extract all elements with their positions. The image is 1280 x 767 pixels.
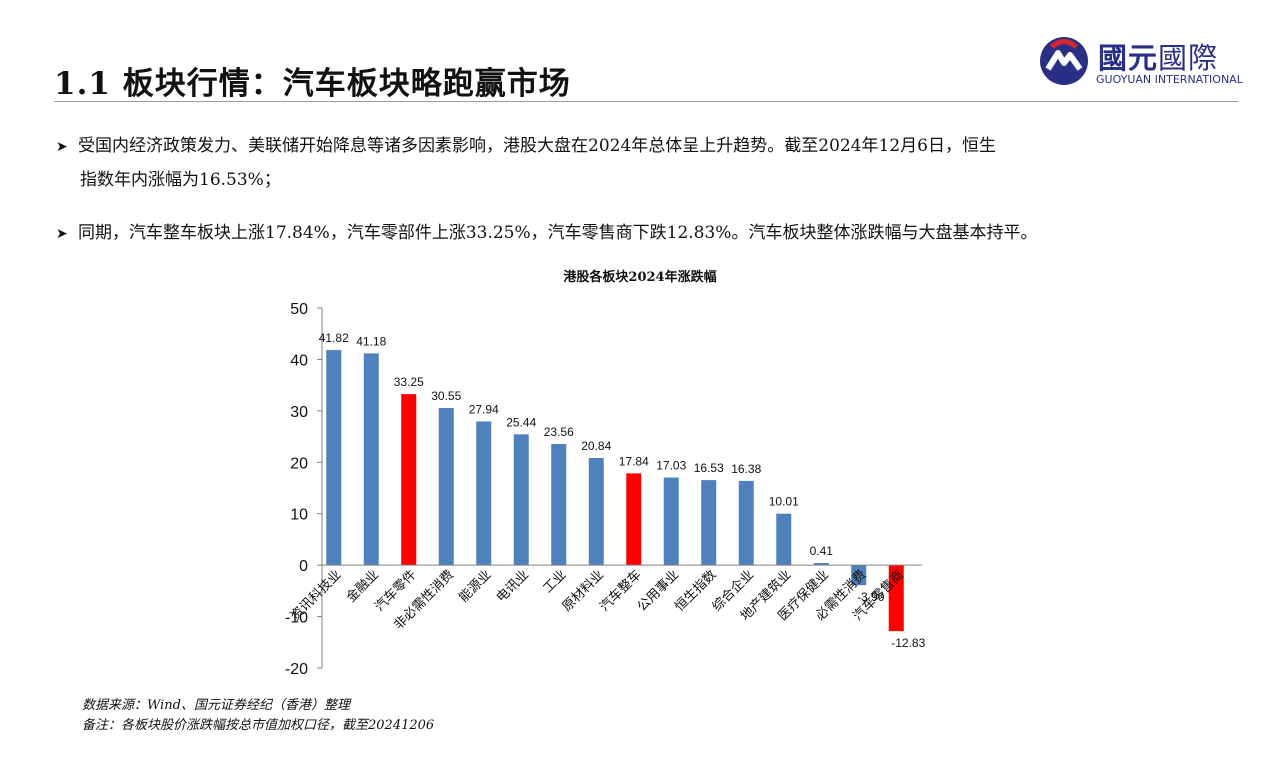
data-label: 27.94 — [469, 402, 499, 416]
data-label: 25.44 — [506, 415, 536, 429]
data-label: 33.25 — [394, 375, 424, 389]
bullet-1-line-2: 指数年内涨幅为16.53%； — [80, 170, 281, 190]
bar-公用事业 — [663, 477, 679, 566]
arrow-bullet-icon: ➤ — [56, 139, 68, 155]
bullet-point-2: ➤ 同期，汽车整车板块上涨17.84%，汽车零部件上涨33.25%，汽车零售商下跌… — [56, 217, 1256, 251]
globe-logo-icon — [1040, 37, 1088, 85]
bar-地产建筑业 — [776, 513, 792, 566]
bar-恒生指数 — [701, 480, 717, 566]
bar-资讯科技业 — [326, 350, 342, 566]
bar-综合企业 — [738, 480, 754, 566]
logo-chinese-light: 國際 — [1158, 41, 1219, 75]
bar-汽车整车 — [626, 473, 642, 566]
y-tick-label: -20 — [285, 661, 308, 678]
remark-note: 备注：各板块股价涨跌幅按总市值加权口径，截至20241206 — [82, 718, 435, 733]
bar-电讯业 — [513, 434, 529, 566]
data-label: 20.84 — [581, 439, 611, 453]
logo-chinese-bold: 國元 — [1098, 41, 1159, 75]
data-source-note: 数据来源：Wind、国元证券经纪（香港）整理 — [82, 698, 350, 713]
bar-chart: -20-100102030405041.82资讯科技业41.18金融业33.25… — [285, 301, 926, 678]
arrow-bullet-icon: ➤ — [56, 226, 68, 242]
bar-必需性消费 — [851, 565, 867, 586]
bar-金融业 — [363, 353, 379, 566]
category-label: 电讯业 — [494, 567, 532, 605]
category-label: 能源业 — [456, 567, 494, 605]
bar-工业 — [551, 443, 567, 566]
category-label: 工业 — [541, 567, 570, 596]
title-divider — [54, 101, 1238, 102]
data-label: -12.83 — [891, 636, 925, 650]
bar-非必需性消费 — [438, 408, 454, 566]
bullet-point-1: ➤ 受国内经济政策发力、美联储开始降息等诸多因素影响，港股大盘在2024年总体呈上… — [56, 130, 1246, 197]
data-label: -3.90 — [857, 590, 885, 604]
company-logo: 國元國際 GUOYUAN INTERNATIONAL — [1038, 33, 1248, 91]
data-label: 0.41 — [810, 544, 834, 558]
bar-医疗保健业 — [813, 563, 829, 566]
logo-chinese-name: 國元國際 — [1098, 35, 1218, 77]
data-label: 23.56 — [544, 425, 574, 439]
logo-english-name: GUOYUAN INTERNATIONAL — [1096, 73, 1243, 86]
y-tick-label: 20 — [290, 455, 308, 472]
data-label: 17.03 — [656, 459, 686, 473]
bar-汽车零售商 — [888, 565, 904, 632]
data-label: 41.82 — [319, 331, 349, 345]
chart-title: 港股各板块2024年涨跌幅 — [563, 270, 717, 285]
y-tick-label: 10 — [290, 507, 308, 524]
bar-汽车零件 — [401, 394, 417, 566]
data-label: 16.38 — [731, 462, 761, 476]
data-label: 41.18 — [356, 334, 386, 348]
y-tick-label: 40 — [290, 352, 308, 369]
page-title: 1.1 板块行情：汽车板块略跑赢市场 — [54, 66, 571, 102]
y-tick-label: -10 — [285, 610, 308, 627]
data-label: 10.01 — [769, 495, 799, 509]
data-label: 30.55 — [431, 389, 461, 403]
bar-原材料业 — [588, 457, 604, 566]
category-label: 资讯科技业 — [288, 567, 345, 624]
bar-能源业 — [476, 421, 492, 566]
data-label: 17.84 — [619, 454, 649, 468]
y-tick-label: 0 — [299, 558, 308, 575]
bullet-2-line-1: 同期，汽车整车板块上涨17.84%，汽车零部件上涨33.25%，汽车零售商下跌1… — [78, 223, 1038, 243]
y-tick-label: 50 — [290, 301, 308, 318]
y-tick-label: 30 — [290, 404, 308, 421]
bullet-1-line-1: 受国内经济政策发力、美联储开始降息等诸多因素影响，港股大盘在2024年总体呈上升… — [78, 136, 996, 156]
data-label: 16.53 — [694, 461, 724, 475]
